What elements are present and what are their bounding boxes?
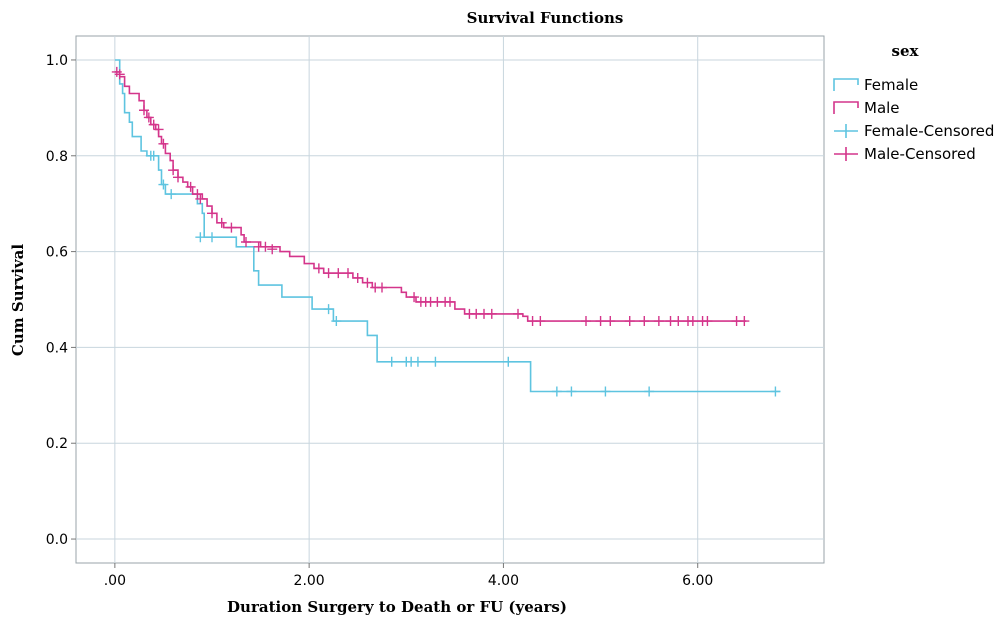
male-censored-mark (139, 105, 149, 116)
male-censored-mark (377, 282, 387, 293)
male-censored-mark (168, 165, 179, 176)
legend-items: Female Male Female-Censored Male-Censored (833, 76, 994, 163)
y-tick-label: 0.2 (46, 436, 68, 452)
male-censored-mark (702, 316, 713, 327)
female-censored-mark (503, 356, 514, 367)
male-censored-mark (267, 244, 278, 255)
legend-swatch-female-censored (834, 124, 858, 138)
male-censored-mark (195, 193, 206, 204)
male-censored-mark (673, 316, 684, 327)
y-tick-label: 1.0 (46, 53, 68, 69)
legend-label-male-censored: Male-Censored (864, 145, 976, 163)
male-censored-mark (639, 316, 650, 327)
legend-label-male: Male (864, 99, 900, 117)
female-censored-mark (207, 232, 217, 243)
male-censored-mark (114, 69, 125, 80)
male-censored-mark (158, 138, 169, 149)
male-censored-mark (216, 217, 227, 228)
male-censored-mark (687, 316, 698, 327)
legend-swatch-female (833, 78, 859, 91)
male-censored-mark (445, 296, 455, 307)
legend: sex Female Male Female-Censored Male-Censor… (833, 42, 994, 163)
legend-label-female-censored: Female-Censored (864, 122, 994, 140)
male-censored-mark (653, 316, 664, 327)
male-censored-mark (241, 237, 251, 248)
male-censored-mark (624, 316, 635, 327)
male-censored-mark (185, 181, 196, 192)
grid-lines (71, 36, 824, 568)
male-censored-mark (313, 263, 324, 274)
legend-label-female: Female (864, 76, 918, 94)
male-censored-mark (595, 316, 606, 327)
male-censored-mark (513, 308, 523, 319)
male-censored-mark (362, 277, 373, 288)
female-censored-mark (166, 189, 177, 200)
male-censored-mark (207, 208, 217, 219)
x-tick-label: .00 (104, 573, 126, 589)
male-censored-mark (148, 119, 159, 130)
legend-swatch-male (833, 101, 859, 114)
female-censored-mark (770, 386, 781, 397)
tick-labels: .00 2.00 4.00 6.00 0.0 0.2 0.4 0.6 0.8 1.0 (46, 53, 714, 589)
y-tick-label: 0.0 (46, 532, 68, 548)
y-axis-title: Cum Survival (9, 244, 27, 356)
male-censored-mark (153, 124, 164, 135)
male-censored-mark (486, 308, 497, 319)
y-tick-label: 0.6 (46, 245, 68, 261)
female-censored-mark (195, 232, 206, 243)
female-censored-mark (412, 356, 423, 367)
legend-swatch-male-censored (834, 147, 858, 161)
male-censored-mark (260, 241, 271, 252)
chart-title: Survival Functions (467, 9, 624, 27)
female-censored-mark (430, 356, 441, 367)
y-tick-label: 0.8 (46, 149, 68, 165)
male-censored-mark (323, 268, 334, 279)
male-censored-mark (605, 316, 616, 327)
male-censored-mark (352, 272, 363, 283)
legend-title: sex (892, 42, 920, 60)
male-censored-mark (333, 268, 344, 279)
male-censored-mark (143, 112, 154, 123)
x-axis-title: Duration Surgery to Death or FU (years) (227, 598, 567, 616)
male-censored-mark (226, 222, 237, 233)
female-censored-mark (566, 386, 577, 397)
male-censored-mark (581, 316, 591, 327)
male-censored-mark (739, 316, 750, 327)
male-censored-mark (409, 292, 420, 303)
male-censored-mark (343, 268, 353, 279)
female-censored-mark (386, 356, 397, 367)
x-tick-label: 4.00 (488, 573, 519, 589)
y-tick-label: 0.4 (46, 340, 68, 356)
x-tick-label: 2.00 (294, 573, 325, 589)
female-censored-mark (158, 179, 169, 190)
female-censored-mark (331, 316, 342, 327)
female-censored-mark (644, 386, 655, 397)
female-censored-mark (323, 304, 334, 315)
female-censored-mark (148, 150, 159, 161)
female-censored-mark (600, 386, 611, 397)
series-layer (111, 59, 781, 397)
male-censored-mark (173, 172, 183, 183)
male-censored-mark (535, 316, 546, 327)
x-tick-label: 6.00 (682, 573, 713, 589)
female-censored-mark (551, 386, 562, 397)
